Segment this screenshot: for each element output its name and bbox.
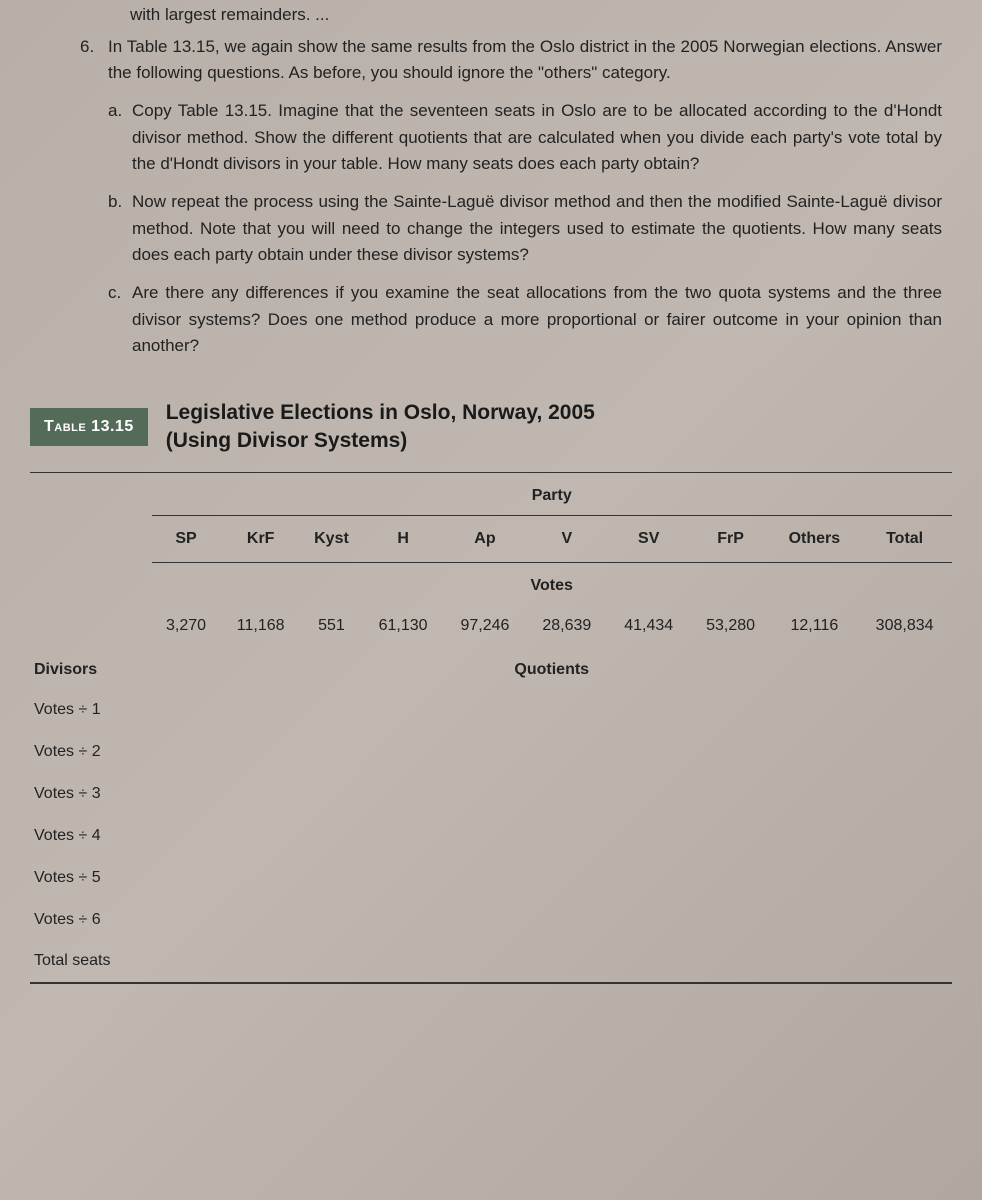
col-others: Others <box>772 515 858 562</box>
quotients-section-header: Divisors Quotients <box>30 647 952 689</box>
votes-frp: 53,280 <box>690 605 772 647</box>
sub-item-c: c. Are there any differences if you exam… <box>108 280 942 359</box>
table-header-row: Table 13.15 Legislative Elections in Osl… <box>30 399 952 454</box>
table-title: Legislative Elections in Oslo, Norway, 2… <box>166 399 595 454</box>
empty-cell <box>152 941 953 983</box>
empty-cell <box>152 689 953 731</box>
votes-krf: 11,168 <box>221 605 301 647</box>
col-v: V <box>526 515 608 562</box>
empty-cell <box>152 815 953 857</box>
sub-item-a: a. Copy Table 13.15. Imagine that the se… <box>108 98 942 177</box>
empty-cell <box>30 515 152 562</box>
divisor-label-2: Votes ÷ 2 <box>30 731 152 773</box>
party-columns-row: SP KrF Kyst H Ap V SV FrP Others Total <box>30 515 952 562</box>
votes-h: 61,130 <box>362 605 444 647</box>
empty-cell <box>30 605 152 647</box>
col-sv: SV <box>608 515 690 562</box>
party-header-cell: Party <box>152 472 953 515</box>
table-title-line1: Legislative Elections in Oslo, Norway, 2… <box>166 401 595 424</box>
col-h: H <box>362 515 444 562</box>
votes-row: 3,270 11,168 551 61,130 97,246 28,639 41… <box>30 605 952 647</box>
empty-cell <box>152 773 953 815</box>
sub-items: a. Copy Table 13.15. Imagine that the se… <box>108 98 942 359</box>
divisor-row-3: Votes ÷ 3 <box>30 773 952 815</box>
data-table: Party SP KrF Kyst H Ap V SV FrP Others T… <box>30 472 952 984</box>
votes-section-header: Votes <box>30 562 952 605</box>
empty-cell <box>30 472 152 515</box>
votes-ap: 97,246 <box>444 605 526 647</box>
col-frp: FrP <box>690 515 772 562</box>
divisor-label-1: Votes ÷ 1 <box>30 689 152 731</box>
divisor-label-3: Votes ÷ 3 <box>30 773 152 815</box>
table-tag-number: 13.15 <box>91 418 134 435</box>
divisor-label-5: Votes ÷ 5 <box>30 857 152 899</box>
quotients-header-cell: Quotients <box>152 647 953 689</box>
votes-sp: 3,270 <box>152 605 221 647</box>
sub-text-c: Are there any differences if you examine… <box>132 280 942 359</box>
problem-number: 6. <box>80 34 108 87</box>
divisor-row-6: Votes ÷ 6 <box>30 899 952 941</box>
col-sp: SP <box>152 515 221 562</box>
sub-letter-a: a. <box>108 98 132 177</box>
votes-others: 12,116 <box>772 605 858 647</box>
page-content: with largest remainders. ... 6. In Table… <box>30 0 952 984</box>
party-section-header: Party <box>30 472 952 515</box>
cutoff-text: with largest remainders. ... <box>130 0 952 28</box>
divisor-label-4: Votes ÷ 4 <box>30 815 152 857</box>
col-krf: KrF <box>221 515 301 562</box>
votes-header-cell: Votes <box>152 562 953 605</box>
table-tag: Table 13.15 <box>30 408 148 446</box>
votes-total: 308,834 <box>857 605 952 647</box>
divisor-row-1: Votes ÷ 1 <box>30 689 952 731</box>
table-title-line2: (Using Divisor Systems) <box>166 429 408 452</box>
col-kyst: Kyst <box>301 515 362 562</box>
sub-text-b: Now repeat the process using the Sainte-… <box>132 189 942 268</box>
table-13-15: Table 13.15 Legislative Elections in Osl… <box>30 399 952 984</box>
votes-v: 28,639 <box>526 605 608 647</box>
divisor-row-5: Votes ÷ 5 <box>30 857 952 899</box>
votes-sv: 41,434 <box>608 605 690 647</box>
col-total: Total <box>857 515 952 562</box>
divisor-row-4: Votes ÷ 4 <box>30 815 952 857</box>
empty-cell <box>30 562 152 605</box>
problem-6: 6. In Table 13.15, we again show the sam… <box>80 34 942 360</box>
sub-item-b: b. Now repeat the process using the Sain… <box>108 189 942 268</box>
votes-kyst: 551 <box>301 605 362 647</box>
sub-letter-c: c. <box>108 280 132 359</box>
divisor-row-2: Votes ÷ 2 <box>30 731 952 773</box>
total-seats-label: Total seats <box>30 941 152 983</box>
empty-cell <box>152 899 953 941</box>
col-ap: Ap <box>444 515 526 562</box>
problem-intro-text: In Table 13.15, we again show the same r… <box>108 34 942 87</box>
empty-cell <box>152 731 953 773</box>
total-seats-row: Total seats <box>30 941 952 983</box>
problem-intro-row: 6. In Table 13.15, we again show the sam… <box>80 34 942 87</box>
sub-text-a: Copy Table 13.15. Imagine that the seven… <box>132 98 942 177</box>
divisors-label: Divisors <box>30 647 152 689</box>
empty-cell <box>152 857 953 899</box>
sub-letter-b: b. <box>108 189 132 268</box>
table-tag-label: Table <box>44 418 86 435</box>
divisor-label-6: Votes ÷ 6 <box>30 899 152 941</box>
